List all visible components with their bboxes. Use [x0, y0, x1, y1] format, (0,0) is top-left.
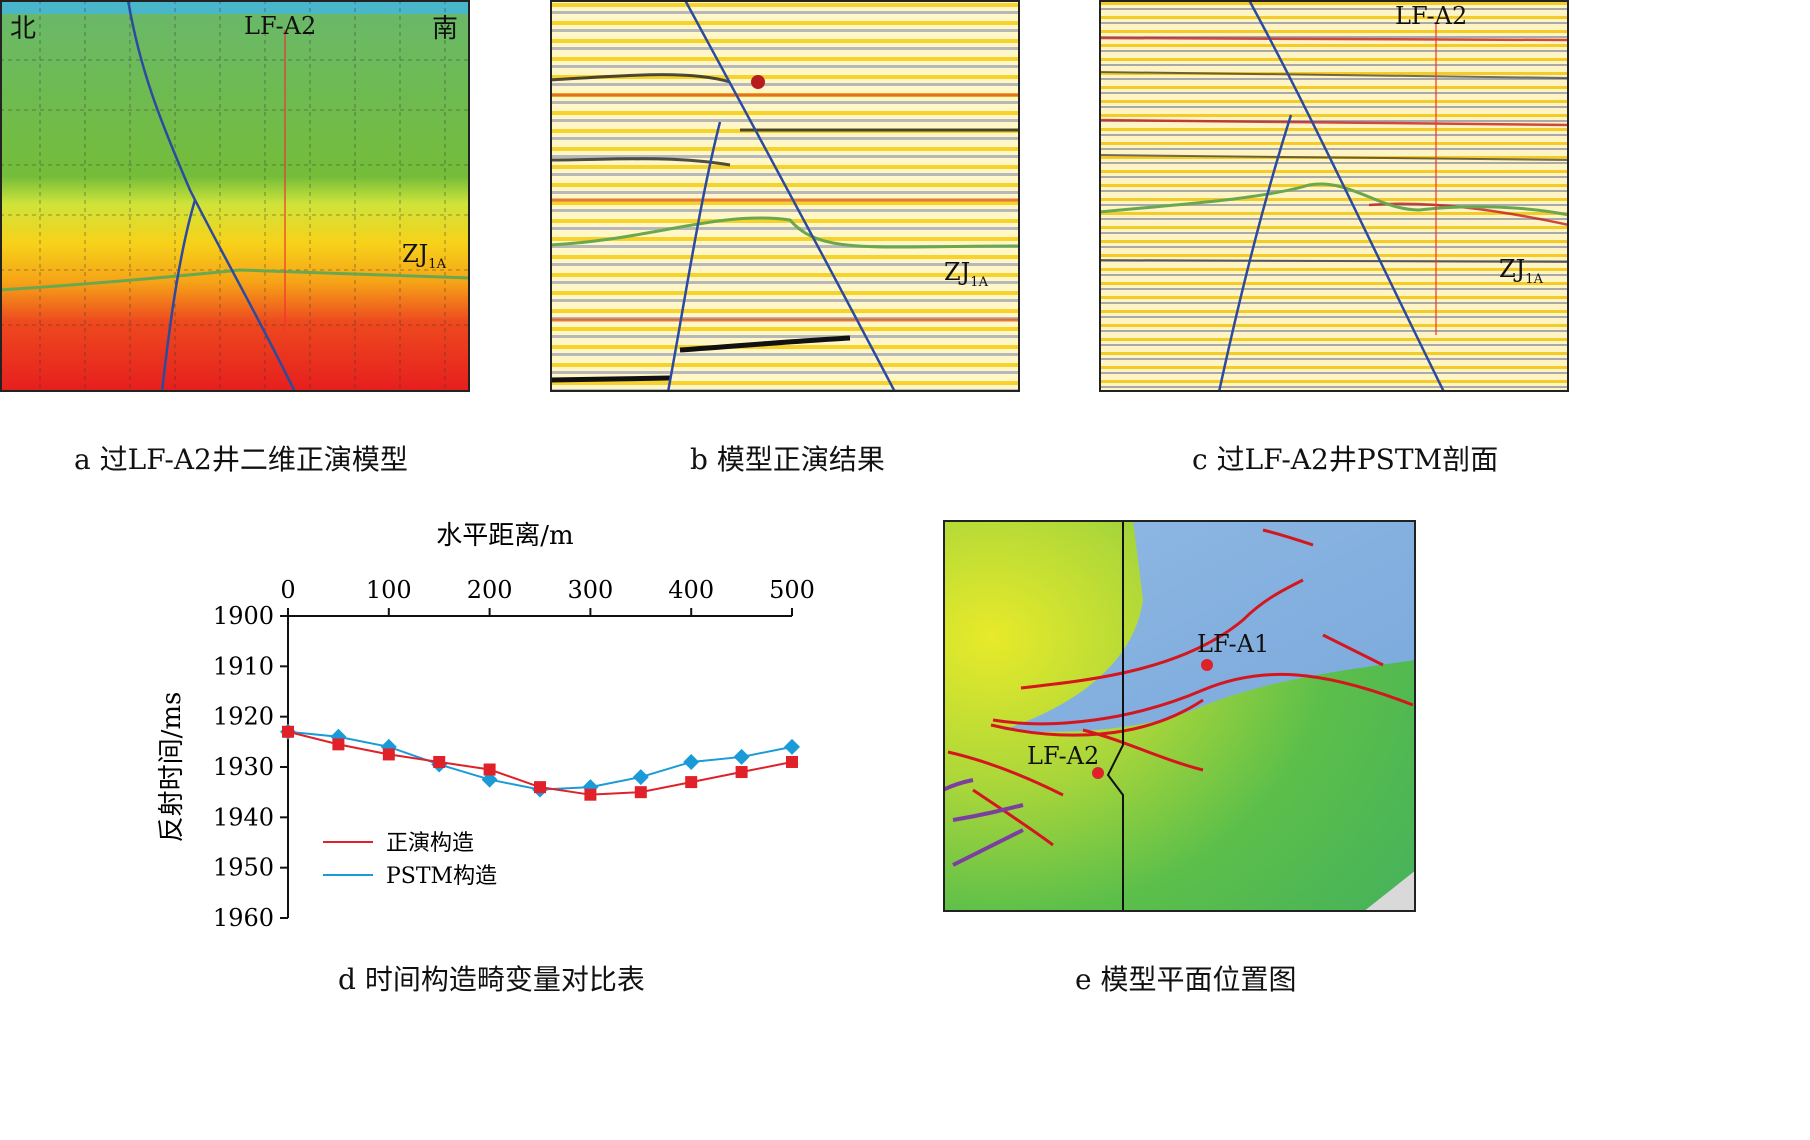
data-point-pstm	[784, 738, 800, 755]
legend-label: PSTM构造	[386, 864, 497, 889]
panel-c-border	[1099, 0, 1569, 392]
horizon-label: ZJ1A	[402, 240, 446, 272]
data-point-forward	[735, 766, 748, 779]
panel-a-forward-model: 北 南 LF-A2 ZJ1A	[0, 0, 470, 392]
south-label: 南	[432, 14, 459, 44]
x-tick-label: 100	[366, 576, 412, 604]
panel-e-plan-map: LF-A1 LF-A2	[943, 520, 1416, 912]
data-point-forward	[786, 755, 798, 768]
data-point-forward	[382, 748, 395, 761]
well-label-lf-a2: LF-A2	[1395, 2, 1468, 30]
y-tick-label: 1960	[213, 904, 274, 932]
panel-b-forward-result: ZJ1A	[550, 0, 1020, 392]
panel-c-pstm-section: LF-A2 ZJ1A	[1099, 0, 1569, 392]
data-point-pstm	[481, 771, 498, 788]
time-structure-chart: 0 100 200 300 400 500 1900 1910 1920 1930 1940 1950…	[157, 521, 815, 932]
forward-model-image	[0, 0, 470, 392]
y-tick-label: 1930	[213, 753, 274, 781]
data-point-forward	[282, 725, 294, 738]
well-label-lf-a1: LF-A1	[1197, 630, 1270, 658]
pstm-section-image	[1099, 0, 1569, 392]
data-point-forward	[483, 763, 496, 776]
x-tick-label: 0	[280, 576, 295, 604]
y-axis-label: 反射时间/ms	[157, 692, 187, 843]
x-tick-label: 200	[467, 576, 513, 604]
y-tick-label: 1900	[213, 602, 274, 630]
series-line-pstm	[287, 730, 793, 791]
data-point-forward	[433, 755, 446, 768]
horizon-label: ZJ1A	[944, 258, 988, 290]
panel-e-border	[943, 520, 1416, 912]
data-point-forward	[332, 738, 345, 751]
caption-e: e 模型平面位置图	[1075, 963, 1297, 996]
caption-a: a 过LF-A2井二维正演模型	[74, 443, 408, 476]
caption-b: b 模型正演结果	[690, 443, 885, 476]
data-point-pstm	[733, 748, 750, 765]
panel-b-border	[550, 0, 1020, 392]
panel-a-border	[0, 0, 470, 392]
data-point-forward	[634, 786, 647, 799]
horizon-label: ZJ1A	[1499, 255, 1543, 287]
caption-c: c 过LF-A2井PSTM剖面	[1192, 443, 1499, 476]
data-point-pstm	[380, 738, 397, 755]
plan-map-image	[943, 520, 1416, 912]
x-tick-label: 400	[668, 576, 714, 604]
y-tick-label: 1920	[213, 703, 274, 731]
data-point-forward	[584, 788, 597, 801]
y-tick-label: 1940	[213, 803, 274, 831]
x-tick-label: 500	[769, 576, 815, 604]
x-axis-label: 水平距离/m	[436, 521, 573, 551]
north-label: 北	[10, 14, 37, 44]
data-point-pstm	[632, 769, 649, 786]
data-point-forward	[685, 776, 698, 789]
well-label-lf-a2: LF-A2	[1027, 742, 1100, 770]
forward-result-image	[550, 0, 1020, 392]
x-tick-label: 300	[567, 576, 613, 604]
well-label-lf-a2: LF-A2	[244, 12, 317, 40]
data-point-pstm	[683, 753, 700, 770]
y-tick-label: 1910	[213, 652, 274, 680]
legend-label: 正演构造	[386, 831, 474, 856]
data-point-forward	[534, 781, 546, 794]
caption-d: d 时间构造畸变量对比表	[338, 963, 645, 996]
y-tick-label: 1950	[213, 854, 274, 882]
